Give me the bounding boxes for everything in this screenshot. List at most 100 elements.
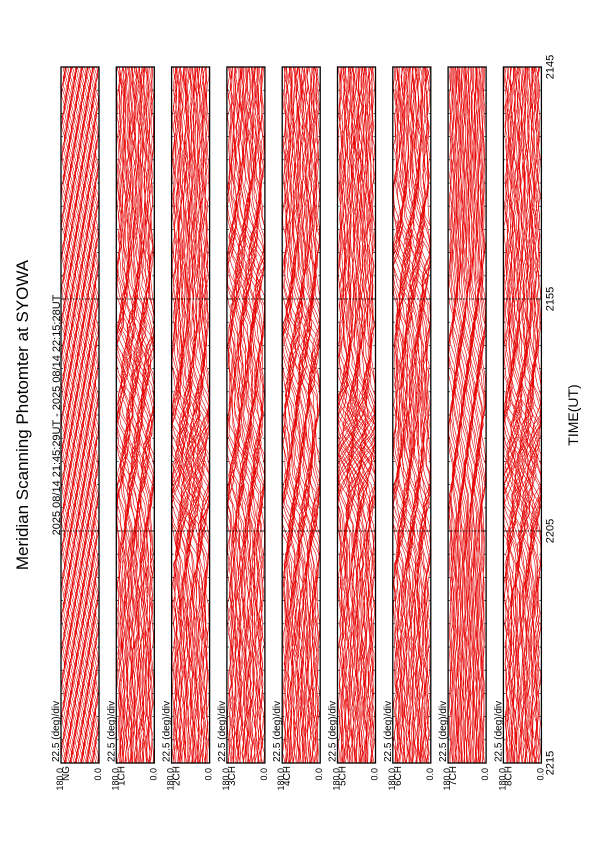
trace-6ch-16 [402,66,415,764]
trace-3ch-16 [236,66,248,764]
channel-label: 7CH [448,766,459,786]
page-title: Meridian Scanning Photomter at SYOWA [13,259,32,570]
trace-7ch-8 [453,66,462,763]
trace-5ch-11 [338,66,358,763]
trace-5ch-9 [337,66,358,764]
trace-ng-34 [90,66,96,764]
trace-5ch-8 [337,66,355,764]
scale-label: 22.5 (deg)/div [106,701,117,762]
trace-4ch-35 [309,66,320,764]
trace-ng-18 [76,66,82,764]
scale-label: 22.5 (deg)/div [493,701,504,762]
channel-label: 3CH [227,766,238,786]
y-bottom-label: 0.0 [259,768,269,781]
trace-8ch-7 [504,66,520,764]
trace-2ch-19 [182,66,197,764]
trace-6ch-9 [396,66,409,764]
trace-4ch-29 [302,66,316,764]
channel-label: 4CH [282,766,293,786]
trace-4ch-17 [293,66,304,764]
trace-5ch-19 [346,66,366,764]
trace-2ch-5 [171,66,185,764]
trace-6ch-23 [409,66,421,764]
trace-ng-39 [94,66,99,764]
trace-ng-33 [89,66,95,764]
trace-1ch-28 [136,66,150,763]
y-bottom-label: 0.0 [314,768,324,781]
trace-5ch-29 [355,66,376,764]
scale-label: 22.5 (deg)/div [51,701,62,762]
trace-5ch-25 [351,66,370,764]
trace-ng-21 [78,66,84,764]
trace-5ch-30 [357,66,376,764]
trace-8ch-22 [516,66,534,764]
trace-1ch-16 [125,66,138,764]
scale-label: 22.5 (deg)/div [162,701,173,762]
trace-8ch-16 [512,66,528,764]
channel-label: 6CH [393,766,404,786]
trace-8ch-31 [524,66,541,764]
channel-label: 5CH [338,766,349,786]
y-top-label: 180.0 [221,768,231,791]
trace-7ch-1 [448,66,455,764]
trace-4ch-2 [282,66,292,764]
trace-2ch-22 [184,66,200,764]
trace-5ch-22 [347,66,367,764]
time-range-label: 2025 08/14 21:45:29UT - 2025 08/14 22:15… [51,294,63,535]
trace-7ch-26 [468,66,477,764]
trace-1ch-5 [116,66,129,764]
trace-ng-8 [67,66,73,764]
trace-2ch-16 [181,66,195,764]
trace-1ch-30 [137,66,150,764]
scale-label: 22.5 (deg)/div [383,701,394,762]
scale-label: 22.5 (deg)/div [328,701,339,762]
trace-4ch-28 [302,66,315,764]
y-top-label: 180.0 [55,768,65,791]
trace-5ch-18 [346,66,366,764]
trace-7ch-6 [451,66,460,764]
trace-6ch-29 [413,66,426,764]
trace-1ch-11 [121,66,135,764]
trace-3ch-20 [240,66,252,764]
trace-7ch-33 [475,66,484,764]
x-tick-label: 2145 [544,55,556,79]
trace-ng-9 [68,66,74,764]
trace-6ch-6 [392,66,406,764]
scale-label: 22.5 (deg)/div [272,701,283,762]
trace-7ch-5 [451,66,458,764]
channel-label: NG [61,766,72,781]
scale-label: 22.5 (deg)/div [438,701,449,762]
channel-label: 8CH [503,766,514,786]
trace-3ch-22 [241,66,255,764]
trace-7ch-15 [459,66,468,764]
trace-6ch-10 [398,66,410,764]
trace-8ch-30 [523,66,539,764]
y-top-label: 180.0 [387,768,397,791]
y-bottom-label: 0.0 [93,768,103,781]
trace-2ch-9 [175,66,189,764]
x-tick-label: 2215 [544,751,556,775]
trace-1ch-7 [118,66,132,764]
trace-2ch-14 [179,66,193,764]
channel-label: 2CH [172,766,183,786]
trace-5ch-39 [364,66,376,764]
trace-4ch-20 [297,66,308,764]
trace-1ch-13 [121,67,136,764]
trace-ng-28 [84,66,90,764]
trace-3ch-17 [238,67,250,764]
y-bottom-label: 0.0 [148,768,158,781]
channel-label: 1CH [116,766,127,786]
y-bottom-label: 0.0 [370,768,380,781]
y-top-label: 180.0 [497,768,507,791]
x-tick-labels: 2145 2155 2205 2215 [544,55,556,775]
trace-5ch-28 [356,66,373,764]
trace-4ch-34 [308,67,321,764]
